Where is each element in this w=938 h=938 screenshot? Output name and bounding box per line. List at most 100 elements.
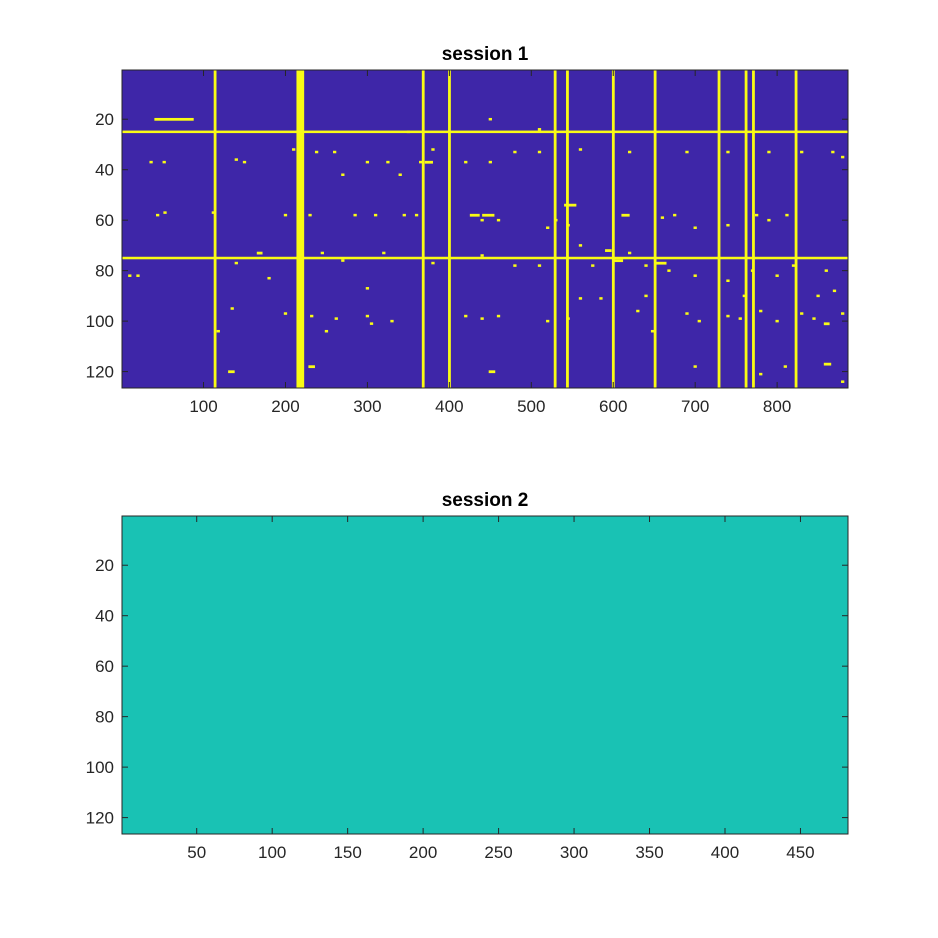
panel-1-point-mark <box>211 211 216 214</box>
panel-2-y-tick-label: 40 <box>95 607 114 626</box>
panel-1-segment-mark <box>823 362 832 366</box>
panel-1-segment-mark <box>154 117 194 121</box>
panel-1-x-tick-label: 600 <box>599 397 627 416</box>
panel-1-point-mark <box>841 155 845 159</box>
panel-1-point-mark <box>341 259 345 262</box>
panel-2-y-tick-label: 60 <box>95 657 114 676</box>
panel-1-point-mark <box>812 317 816 320</box>
panel-1-point-mark <box>800 312 804 315</box>
panel-1-background <box>122 70 848 388</box>
panel-1-row-mark <box>122 256 848 260</box>
panel-1-x-tick-label: 300 <box>353 397 381 416</box>
panel-1-y-tick-label: 100 <box>86 312 114 331</box>
panel-1-point-mark <box>759 372 763 376</box>
panel-1-point-mark <box>537 264 542 267</box>
panel-1-point-mark <box>300 148 304 151</box>
panel-1-point-mark <box>660 216 665 219</box>
panel-1-point-mark <box>488 117 492 121</box>
panel-1-point-mark <box>546 319 550 323</box>
panel-1-point-mark <box>310 314 314 318</box>
panel-1-point-mark <box>742 294 746 298</box>
panel-1-point-mark <box>431 148 435 151</box>
panel-2-y-tick-label: 100 <box>86 758 114 777</box>
panel-1-point-mark <box>234 261 238 265</box>
panel-1-point-mark <box>320 251 324 255</box>
panel-1-point-mark <box>726 279 730 282</box>
panel-1-segment-mark <box>308 365 315 369</box>
panel-1-column-mark <box>566 70 569 388</box>
panel-1-point-mark <box>627 251 632 255</box>
panel-1-segment-mark <box>256 251 263 255</box>
panel-1-point-mark <box>480 218 484 222</box>
panel-1-point-mark <box>816 294 820 298</box>
panel-1-point-mark <box>314 150 319 154</box>
panel-1-point-mark <box>283 312 288 315</box>
panel-1-point-mark <box>841 380 845 383</box>
panel-1-point-mark <box>591 264 595 267</box>
panel-1-point-mark <box>650 329 655 333</box>
panel-1-x-tick-label: 200 <box>271 397 299 416</box>
panel-1-point-mark <box>513 150 517 154</box>
panel-1-column-mark <box>298 70 302 388</box>
panel-1-point-mark <box>386 160 390 164</box>
panel-1-point-mark <box>365 314 370 318</box>
panel-1-point-mark <box>128 274 132 277</box>
panel-2-y-ticks: 20 40 60 80 100 120 <box>86 556 848 828</box>
panel-1-point-mark <box>242 160 247 164</box>
panel-1-point-mark <box>163 211 167 214</box>
panel-1-x-tick-label: 800 <box>763 397 791 416</box>
panel-1-point-mark <box>398 173 402 176</box>
panel-1-point-mark <box>267 276 271 280</box>
panel-1-x-ticks: 100 200 300 400 500 600 700 800 <box>189 70 791 416</box>
panel-1-point-mark <box>800 150 804 154</box>
panel-1-point-mark <box>754 213 759 217</box>
panel-1-point-mark <box>685 150 689 154</box>
panel-1-column-mark <box>296 70 300 388</box>
panel-1-point-mark <box>308 213 312 217</box>
panel-1-point-mark <box>382 251 386 255</box>
panel-1-point-mark <box>599 297 603 300</box>
panel-1-point-mark <box>292 148 296 151</box>
panel-1-point-mark <box>283 213 288 217</box>
panel-1-y-tick-label: 40 <box>95 161 114 180</box>
panel-1-y-tick-label: 80 <box>95 262 114 281</box>
panel-2-y-tick-label: 20 <box>95 556 114 575</box>
panel-1-column-mark <box>653 70 657 388</box>
panel-1-point-mark <box>537 150 542 154</box>
panel-1-point-mark <box>775 319 779 323</box>
panel-1-point-mark <box>324 329 329 333</box>
panel-1-column-mark <box>301 70 305 388</box>
panel-1-point-mark <box>332 150 337 154</box>
panel-1-point-mark <box>566 317 570 320</box>
panel-1-point-mark <box>341 173 345 176</box>
panel-1-axes-box <box>121 69 849 389</box>
panel-1-point-mark <box>431 261 435 265</box>
panel-1-point-mark <box>496 218 501 222</box>
panel-1-point-mark <box>578 148 583 151</box>
panel-1-point-mark <box>644 264 648 267</box>
panel-1-segment-mark <box>564 203 577 207</box>
panel-1-marks <box>122 70 848 388</box>
panel-2-x-ticks: 50 100 150 200 250 300 350 400 450 <box>187 516 815 862</box>
panel-1-point-mark <box>156 213 160 217</box>
panel-1-segment-mark <box>654 261 667 265</box>
panel-2-x-tick-label: 200 <box>409 843 437 862</box>
panel-2-axes-box <box>121 515 849 835</box>
panel-1-segment-mark <box>823 322 830 326</box>
panel-1-y-tick-label: 60 <box>95 211 114 230</box>
panel-1-segment-mark <box>469 213 480 217</box>
panel-1-point-mark <box>693 226 697 229</box>
panel-1-point-mark <box>365 160 370 164</box>
panel-1-point-mark <box>578 244 583 247</box>
panel-2-x-tick-label: 250 <box>484 843 512 862</box>
panel-1-x-tick-label: 500 <box>517 397 545 416</box>
panel-1-x-tick-label: 400 <box>435 397 463 416</box>
panel-1-column-mark <box>752 70 755 388</box>
panel-1-point-mark <box>390 319 394 323</box>
panel-1-y-tick-label: 120 <box>86 363 114 382</box>
panel-1-point-mark <box>464 160 468 164</box>
panel-1-point-mark <box>464 314 468 318</box>
heatmap-panel-session-1: session 1 100 200 300 400 500 600 700 800 20 40 6… <box>86 44 849 416</box>
panel-1-point-mark <box>841 312 845 315</box>
